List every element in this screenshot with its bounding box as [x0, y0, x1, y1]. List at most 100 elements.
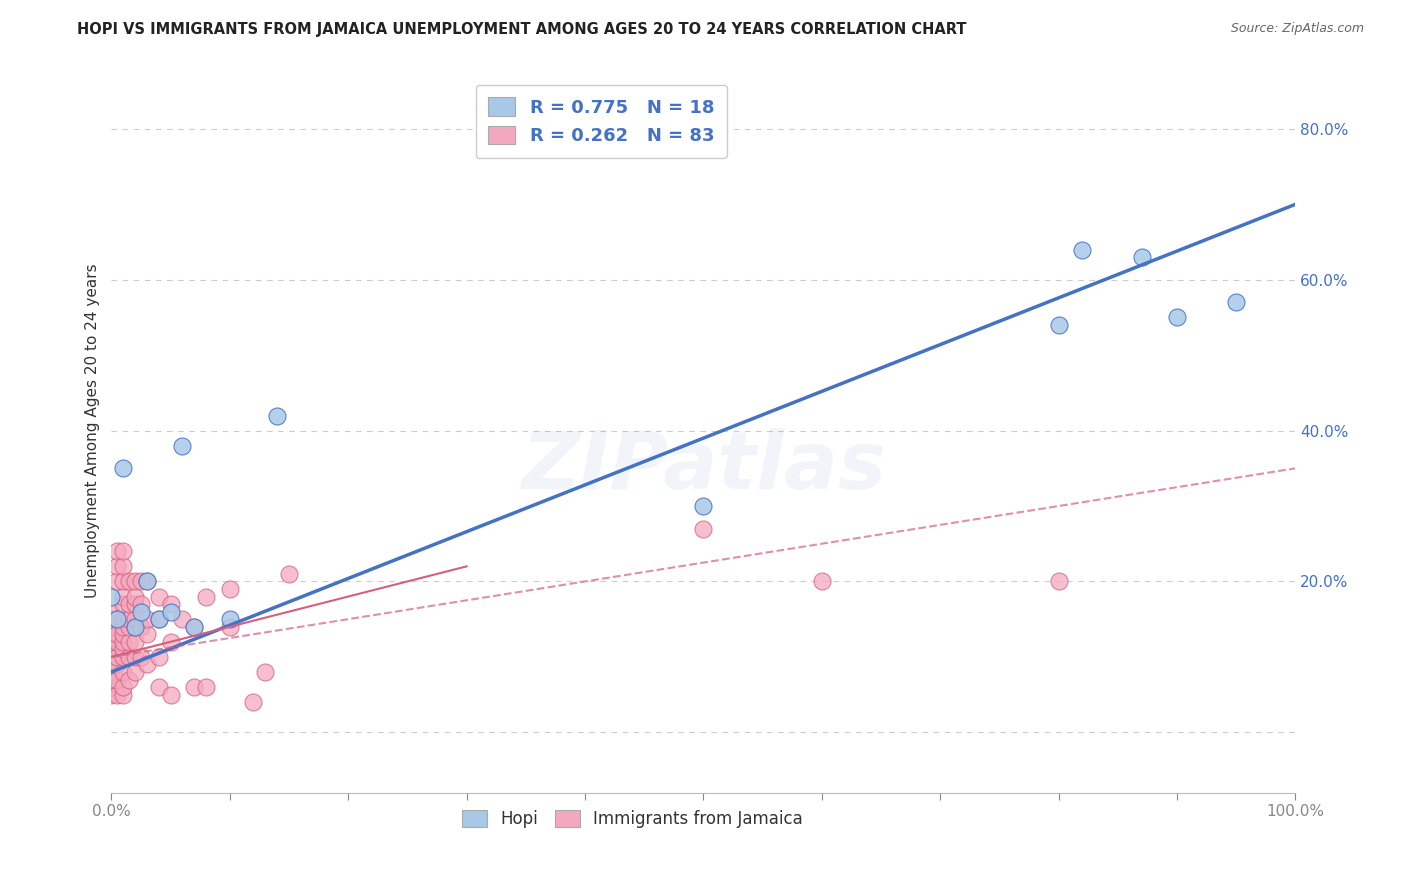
- Point: [100, 631, 122, 645]
- Point: [105, 559, 128, 574]
- Text: Source: ZipAtlas.com: Source: ZipAtlas.com: [1230, 22, 1364, 36]
- Point: [105, 627, 128, 641]
- Point: [105, 673, 128, 687]
- Text: ZIPatlas: ZIPatlas: [522, 428, 886, 506]
- Point: [100, 680, 122, 694]
- Point: [811, 574, 834, 589]
- Point: [100, 676, 122, 690]
- Point: [118, 649, 141, 664]
- Point: [242, 695, 264, 709]
- Point: [105, 612, 128, 626]
- Point: [100, 657, 122, 672]
- Point: [1225, 295, 1247, 310]
- Point: [118, 634, 141, 648]
- Point: [195, 680, 218, 694]
- Point: [183, 680, 205, 694]
- Point: [112, 627, 135, 641]
- Point: [100, 590, 122, 604]
- Point: [100, 646, 122, 660]
- Point: [112, 590, 135, 604]
- Point: [1071, 243, 1094, 257]
- Point: [159, 634, 181, 648]
- Point: [1130, 250, 1153, 264]
- Point: [118, 574, 141, 589]
- Point: [172, 439, 194, 453]
- Point: [129, 597, 152, 611]
- Point: [100, 612, 122, 626]
- Point: [124, 634, 146, 648]
- Point: [112, 559, 135, 574]
- Point: [129, 649, 152, 664]
- Point: [1047, 318, 1070, 332]
- Point: [112, 649, 135, 664]
- Point: [183, 620, 205, 634]
- Point: [159, 688, 181, 702]
- Point: [112, 612, 135, 626]
- Point: [136, 627, 159, 641]
- Point: [136, 574, 159, 589]
- Point: [105, 688, 128, 702]
- Point: [112, 688, 135, 702]
- Point: [112, 574, 135, 589]
- Point: [100, 673, 122, 687]
- Point: [100, 654, 122, 668]
- Point: [124, 665, 146, 679]
- Point: [100, 620, 122, 634]
- Point: [124, 597, 146, 611]
- Point: [195, 590, 218, 604]
- Point: [124, 574, 146, 589]
- Point: [148, 612, 170, 626]
- Y-axis label: Unemployment Among Ages 20 to 24 years: Unemployment Among Ages 20 to 24 years: [86, 263, 100, 598]
- Point: [105, 574, 128, 589]
- Point: [129, 620, 152, 634]
- Point: [136, 612, 159, 626]
- Point: [129, 605, 152, 619]
- Point: [172, 612, 194, 626]
- Point: [100, 688, 122, 702]
- Text: HOPI VS IMMIGRANTS FROM JAMAICA UNEMPLOYMENT AMONG AGES 20 TO 24 YEARS CORRELATI: HOPI VS IMMIGRANTS FROM JAMAICA UNEMPLOY…: [77, 22, 967, 37]
- Point: [1166, 310, 1188, 325]
- Point: [148, 680, 170, 694]
- Point: [129, 574, 152, 589]
- Point: [112, 544, 135, 558]
- Point: [148, 612, 170, 626]
- Point: [159, 597, 181, 611]
- Point: [100, 649, 122, 664]
- Point: [218, 620, 240, 634]
- Point: [266, 409, 288, 423]
- Point: [112, 634, 135, 648]
- Point: [159, 605, 181, 619]
- Point: [218, 612, 240, 626]
- Point: [692, 522, 714, 536]
- Point: [100, 634, 122, 648]
- Point: [278, 566, 301, 581]
- Point: [105, 544, 128, 558]
- Point: [118, 620, 141, 634]
- Point: [100, 642, 122, 657]
- Point: [105, 612, 128, 626]
- Point: [124, 612, 146, 626]
- Point: [112, 665, 135, 679]
- Point: [148, 590, 170, 604]
- Point: [1047, 574, 1070, 589]
- Point: [112, 461, 135, 475]
- Point: [118, 673, 141, 687]
- Point: [124, 620, 146, 634]
- Point: [254, 665, 277, 679]
- Point: [124, 620, 146, 634]
- Point: [118, 597, 141, 611]
- Point: [112, 680, 135, 694]
- Point: [218, 582, 240, 596]
- Point: [100, 665, 122, 679]
- Point: [100, 627, 122, 641]
- Point: [100, 605, 122, 619]
- Point: [118, 612, 141, 626]
- Point: [124, 590, 146, 604]
- Point: [183, 620, 205, 634]
- Point: [148, 649, 170, 664]
- Point: [124, 649, 146, 664]
- Point: [105, 634, 128, 648]
- Point: [136, 574, 159, 589]
- Point: [112, 642, 135, 657]
- Point: [136, 657, 159, 672]
